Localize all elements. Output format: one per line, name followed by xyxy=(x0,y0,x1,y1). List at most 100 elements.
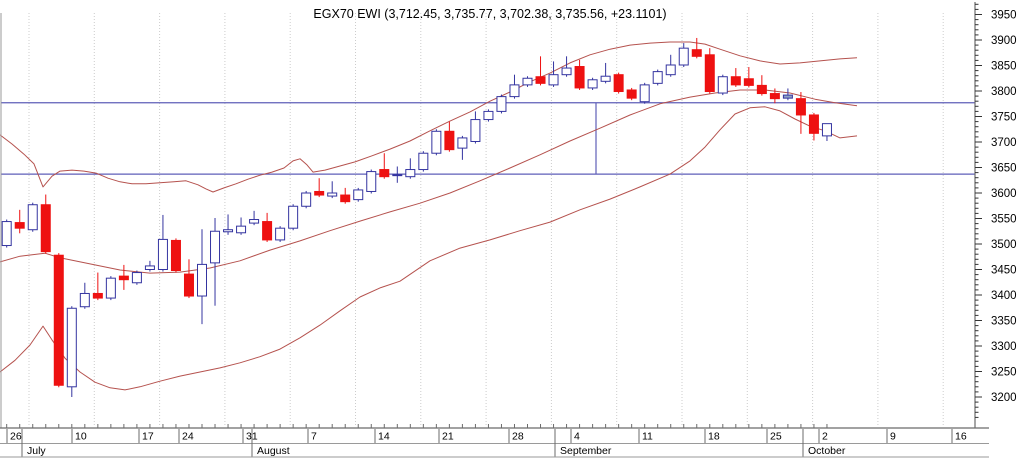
candle xyxy=(144,260,155,272)
x-axis-day-label: 7 xyxy=(311,431,317,443)
x-axis-day-label: 2 xyxy=(822,431,828,443)
y-axis-label: 3850 xyxy=(991,61,1017,73)
candle xyxy=(14,209,25,234)
candle xyxy=(678,43,689,68)
candle xyxy=(405,158,416,179)
bollinger-middle xyxy=(0,89,858,274)
x-axis-day-label: 11 xyxy=(642,431,653,443)
candle xyxy=(92,272,103,301)
bollinger-bands xyxy=(0,41,858,391)
candle xyxy=(743,67,754,88)
y-axis-label: 3600 xyxy=(991,188,1017,200)
candle xyxy=(379,153,390,179)
y-axis-label: 3800 xyxy=(991,86,1017,98)
y-axis-label: 3750 xyxy=(991,112,1017,124)
candle xyxy=(483,109,494,122)
x-axis-month-label: July xyxy=(27,445,46,457)
x-axis-day-label: 10 xyxy=(75,431,87,443)
candle xyxy=(522,76,533,87)
x-axis-month-label: September xyxy=(560,445,612,457)
x-axis-day-label: 14 xyxy=(378,431,390,443)
candle xyxy=(210,217,221,306)
candle xyxy=(327,181,338,199)
candle xyxy=(288,204,299,231)
y-axis-label: 3300 xyxy=(991,341,1017,353)
candle xyxy=(353,187,364,202)
candle xyxy=(366,169,377,194)
x-axis-day-label: 16 xyxy=(955,431,967,443)
y-axis-label: 3900 xyxy=(991,35,1017,47)
x-axis-day-label: 17 xyxy=(142,431,154,443)
candle xyxy=(431,129,442,156)
x-axis-day-label: 21 xyxy=(442,431,454,443)
candle xyxy=(223,214,234,235)
candle xyxy=(587,77,598,90)
bollinger-lower xyxy=(0,106,858,391)
candle xyxy=(183,259,194,299)
candlesticks xyxy=(1,37,832,397)
y-axis-label: 3450 xyxy=(991,265,1017,277)
candle xyxy=(470,111,481,144)
candle xyxy=(600,62,611,84)
candle xyxy=(197,229,207,325)
candle xyxy=(717,74,728,96)
candle xyxy=(170,238,181,273)
x-axis-day-label: 4 xyxy=(574,431,580,443)
candle xyxy=(626,87,637,101)
x-axis-month-label: August xyxy=(257,445,290,457)
x-axis-day-label: 25 xyxy=(770,431,782,443)
candle xyxy=(105,276,116,301)
candle xyxy=(509,74,520,99)
y-axis-label: 3500 xyxy=(991,239,1017,251)
candle xyxy=(574,59,585,90)
candle xyxy=(66,306,77,397)
candle xyxy=(782,88,793,101)
candle xyxy=(301,190,312,209)
candle xyxy=(275,226,286,242)
candle xyxy=(496,94,507,114)
x-axis-day-label: 18 xyxy=(708,431,720,443)
chart-frame xyxy=(0,2,989,458)
candle xyxy=(27,202,38,232)
candle xyxy=(808,112,819,141)
candle xyxy=(457,135,468,160)
candle xyxy=(730,68,741,87)
candle xyxy=(236,217,247,235)
candle xyxy=(613,72,624,94)
y-axis-label: 3950 xyxy=(991,10,1017,22)
y-axis-label: 3550 xyxy=(991,214,1017,226)
candle xyxy=(691,37,702,59)
x-axis-month-label: October xyxy=(808,445,846,457)
candle xyxy=(795,92,806,134)
x-axis-day-label: 24 xyxy=(182,431,194,443)
candle xyxy=(652,69,663,86)
candle xyxy=(769,88,780,104)
candle xyxy=(249,210,260,226)
candle xyxy=(262,212,273,242)
candle xyxy=(340,187,351,204)
candle xyxy=(157,214,168,272)
x-axis-day-label: 28 xyxy=(512,431,524,443)
chart-title: EGX70 EWI (3,712.45, 3,735.77, 3,702.38,… xyxy=(313,7,666,21)
candle xyxy=(40,194,51,254)
candle xyxy=(1,219,12,248)
candle xyxy=(392,166,403,183)
y-axis-label: 3650 xyxy=(991,163,1017,175)
candle xyxy=(535,56,546,86)
y-axis-label: 3200 xyxy=(991,392,1017,404)
candle xyxy=(53,253,64,388)
y-axis-label: 3700 xyxy=(991,137,1017,149)
candle xyxy=(561,56,572,77)
candle xyxy=(444,121,455,152)
candle xyxy=(665,54,676,77)
candle xyxy=(314,178,325,198)
bollinger-upper xyxy=(0,41,858,193)
x-gridlines xyxy=(28,13,944,427)
y-axis-label: 3250 xyxy=(991,367,1017,379)
y-axis-label: 3350 xyxy=(991,316,1017,328)
candle xyxy=(118,264,129,290)
candle xyxy=(418,151,429,172)
candle xyxy=(639,82,650,104)
